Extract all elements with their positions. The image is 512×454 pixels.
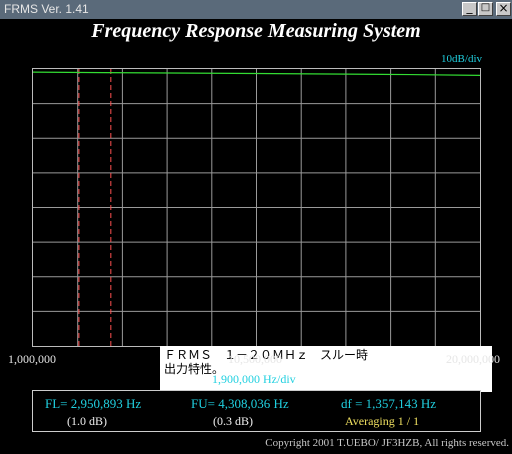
series-group bbox=[33, 71, 480, 77]
fl-db-value: (1.0 dB) bbox=[67, 414, 107, 428]
series-line bbox=[33, 71, 480, 77]
plot-svg bbox=[33, 69, 480, 346]
fu-value: FU= 4,308,036 Hz bbox=[191, 396, 289, 411]
x-tick-label: 20,000,000 bbox=[446, 352, 500, 366]
averaging-status: Averaging 1 / 1 bbox=[345, 414, 420, 428]
cursor-markers bbox=[78, 69, 112, 346]
plot-area[interactable]: ＦＲＭＳ １－２０ＭＨｚ スルー時 出力特性。 bbox=[32, 68, 492, 392]
close-icon: × bbox=[498, 1, 509, 15]
memo-line-1: ＦＲＭＳ １－２０ＭＨｚ スルー時 bbox=[164, 348, 369, 362]
maximize-icon: □ bbox=[480, 2, 491, 13]
x-tick-label: 10,500,000 bbox=[228, 352, 282, 366]
close-button[interactable]: × bbox=[496, 1, 511, 16]
df-value: df = 1,357,143 Hz bbox=[341, 396, 437, 411]
minimize-icon: _ bbox=[466, 0, 473, 14]
window-title: FRMS Ver. 1.41 bbox=[4, 2, 89, 16]
memo-line-2: 出力特性。 bbox=[164, 362, 225, 376]
copyright-notice: Copyright 2001 T.UEBO/ JF3HZB, All right… bbox=[265, 437, 509, 449]
memo-box[interactable]: ＦＲＭＳ １－２０ＭＨｚ スルー時 出力特性。 bbox=[160, 346, 492, 392]
x-div-label: 1,900,000 Hz/div bbox=[212, 372, 296, 386]
fu-db-value: (0.3 dB) bbox=[213, 414, 253, 428]
maximize-button[interactable]: □ bbox=[478, 2, 493, 16]
title-bar[interactable]: FRMS Ver. 1.41 _ □ × bbox=[0, 0, 512, 19]
y-scale-label: 10dB/div bbox=[441, 53, 482, 65]
fl-value: FL= 2,950,893 Hz bbox=[45, 396, 142, 411]
measurement-panel: FL= 2,950,893 Hz FU= 4,308,036 Hz df = 1… bbox=[32, 390, 481, 432]
minimize-button[interactable]: _ bbox=[462, 0, 477, 16]
x-tick-label: 1,000,000 bbox=[8, 352, 56, 366]
page-title: Frequency Response Measuring System bbox=[91, 20, 421, 42]
grid-lines bbox=[33, 69, 480, 346]
